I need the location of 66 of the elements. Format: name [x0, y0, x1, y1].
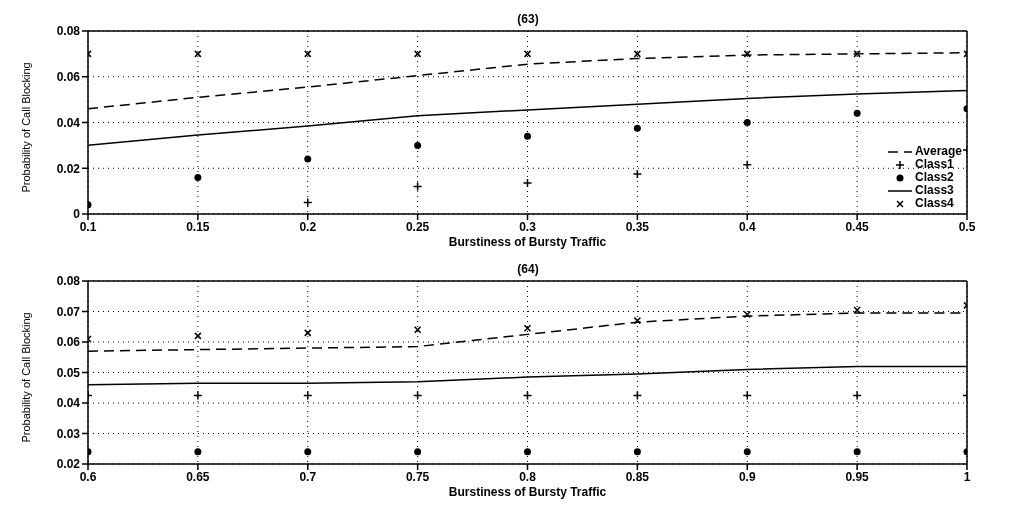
y-tick-label: 0.05	[56, 365, 81, 380]
x-tick-label: 0.2	[299, 219, 317, 234]
point	[303, 390, 313, 401]
y-axis-title: Probability of Call Blocking	[19, 312, 32, 443]
x-tick-label: 0.95	[845, 469, 870, 484]
point	[194, 332, 202, 340]
point	[194, 50, 202, 58]
point	[633, 316, 642, 325]
y-tick-label: 0.04	[56, 115, 81, 130]
y-tick-label: 0.04	[56, 396, 81, 411]
x-tick-label: 0.3	[519, 219, 537, 234]
point	[303, 197, 313, 208]
y-tick-label: 0.02	[56, 161, 81, 176]
point	[304, 155, 312, 163]
point	[852, 390, 862, 401]
x-axis-title: Burstiness of Bursty Traffic	[448, 485, 607, 499]
point	[742, 160, 752, 170]
legend-label: Class4	[915, 196, 954, 210]
x-tick-label: 1	[963, 469, 971, 484]
x-tick-label: 0.35	[625, 219, 650, 234]
x-tick-label: 0.1	[79, 219, 97, 234]
x-tick-label: 0.9	[738, 469, 756, 484]
x-tick-label: 0.4	[738, 219, 756, 234]
y-tick-label: 0.08	[56, 24, 81, 39]
point	[522, 178, 533, 188]
x-tick-label: 0.75	[405, 469, 430, 484]
point	[524, 132, 531, 140]
y-tick-label: 0.07	[56, 304, 81, 319]
point	[304, 448, 312, 456]
x-tick-label: 0.5	[958, 219, 976, 234]
point	[853, 448, 861, 456]
x-tick-label: 0.45	[845, 219, 870, 234]
point	[633, 448, 641, 456]
y-tick-label: 0	[73, 207, 81, 222]
x-tick-label: 0.7	[299, 469, 317, 484]
point	[194, 448, 202, 456]
point	[414, 448, 422, 456]
point	[853, 109, 861, 117]
x-tick-label: 0.25	[405, 219, 430, 234]
x-tick-label: 0.15	[186, 219, 210, 234]
y-tick-label: 0.03	[56, 426, 81, 441]
legend-label: Class1	[915, 157, 954, 171]
legend-label: Class3	[915, 183, 954, 197]
point	[524, 448, 531, 456]
y-axis-title: Probability of Call Blocking	[19, 62, 32, 193]
point	[743, 119, 751, 126]
y-tick-label: 0.02	[56, 457, 81, 472]
point	[853, 50, 861, 58]
y-tick-label: 0.08	[56, 274, 81, 289]
legend-label: Class2	[915, 170, 954, 184]
point	[194, 173, 202, 181]
x-tick-label: 0.8	[519, 469, 537, 484]
point	[414, 141, 422, 149]
x-axis-title: Burstiness of Bursty Traffic	[448, 235, 607, 249]
x-tick-label: 0.85	[625, 469, 650, 484]
chart-title: (63)	[516, 12, 540, 26]
point	[632, 169, 643, 179]
point	[743, 448, 751, 456]
point	[193, 390, 203, 401]
y-tick-label: 0.06	[56, 70, 81, 85]
point	[633, 124, 641, 132]
legend-label: Average	[915, 144, 962, 158]
x-tick-label: 0.6	[79, 469, 97, 484]
chart-title: (64)	[516, 262, 540, 276]
x-tick-label: 0.65	[186, 469, 210, 484]
y-tick-label: 0.06	[56, 335, 81, 350]
